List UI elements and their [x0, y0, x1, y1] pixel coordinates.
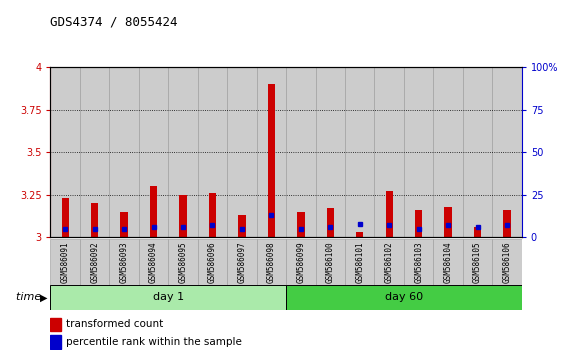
Text: GSM586105: GSM586105 [473, 241, 482, 283]
Text: GSM586095: GSM586095 [178, 241, 187, 283]
Text: GSM586100: GSM586100 [326, 241, 335, 283]
Bar [286, 67, 315, 237]
Text: GDS4374 / 8055424: GDS4374 / 8055424 [50, 15, 178, 28]
Bar [297, 212, 305, 237]
Bar [180, 195, 187, 237]
Text: GSM586106: GSM586106 [503, 241, 512, 283]
Bar [150, 186, 157, 237]
Bar [503, 210, 511, 237]
Text: percentile rank within the sample: percentile rank within the sample [66, 337, 241, 347]
Text: transformed count: transformed count [66, 319, 163, 329]
Text: GSM586104: GSM586104 [444, 241, 453, 283]
Bar [109, 239, 139, 285]
Bar [50, 335, 61, 349]
Bar [121, 212, 128, 237]
Bar [209, 193, 216, 237]
Text: GSM586093: GSM586093 [119, 241, 128, 283]
Bar [227, 67, 256, 237]
Bar [197, 67, 227, 237]
Bar [256, 67, 286, 237]
Text: time: time [16, 292, 45, 302]
Bar [345, 67, 374, 237]
Bar [433, 239, 463, 285]
Bar [238, 215, 246, 237]
Text: GSM586103: GSM586103 [414, 241, 423, 283]
Bar [404, 239, 433, 285]
Bar [268, 84, 275, 237]
Bar [286, 285, 522, 310]
Bar [315, 239, 345, 285]
Bar [493, 67, 522, 237]
Bar [139, 239, 168, 285]
Bar [257, 239, 286, 285]
Text: GSM586099: GSM586099 [296, 241, 305, 283]
Bar [463, 67, 493, 237]
Bar [62, 198, 69, 237]
Text: GSM586102: GSM586102 [385, 241, 394, 283]
Bar [404, 67, 433, 237]
Text: GSM586091: GSM586091 [61, 241, 70, 283]
Bar [493, 239, 522, 285]
Bar [474, 227, 481, 237]
Text: day 60: day 60 [385, 292, 423, 302]
Bar [91, 203, 98, 237]
Text: GSM586096: GSM586096 [208, 241, 217, 283]
Text: GSM586098: GSM586098 [267, 241, 276, 283]
Bar [315, 67, 345, 237]
Text: GSM586101: GSM586101 [355, 241, 364, 283]
Bar [168, 239, 197, 285]
Bar [345, 239, 374, 285]
Bar [375, 67, 404, 237]
Bar [109, 67, 139, 237]
Text: day 1: day 1 [153, 292, 184, 302]
Bar [168, 67, 197, 237]
Bar [50, 67, 80, 237]
Text: GSM586097: GSM586097 [237, 241, 246, 283]
Bar [433, 67, 463, 237]
Text: ▶: ▶ [40, 292, 48, 302]
Bar [385, 191, 393, 237]
Text: GSM586092: GSM586092 [90, 241, 99, 283]
Bar [415, 210, 422, 237]
Bar [375, 239, 404, 285]
Bar [50, 285, 286, 310]
Bar [463, 239, 493, 285]
Bar [356, 232, 364, 237]
Bar [50, 318, 61, 331]
Bar [286, 239, 315, 285]
Bar [50, 239, 80, 285]
Bar [139, 67, 168, 237]
Text: GSM586094: GSM586094 [149, 241, 158, 283]
Bar [227, 239, 257, 285]
Bar [80, 239, 109, 285]
Bar [197, 239, 227, 285]
Bar [80, 67, 109, 237]
Bar [327, 208, 334, 237]
Bar [444, 207, 452, 237]
